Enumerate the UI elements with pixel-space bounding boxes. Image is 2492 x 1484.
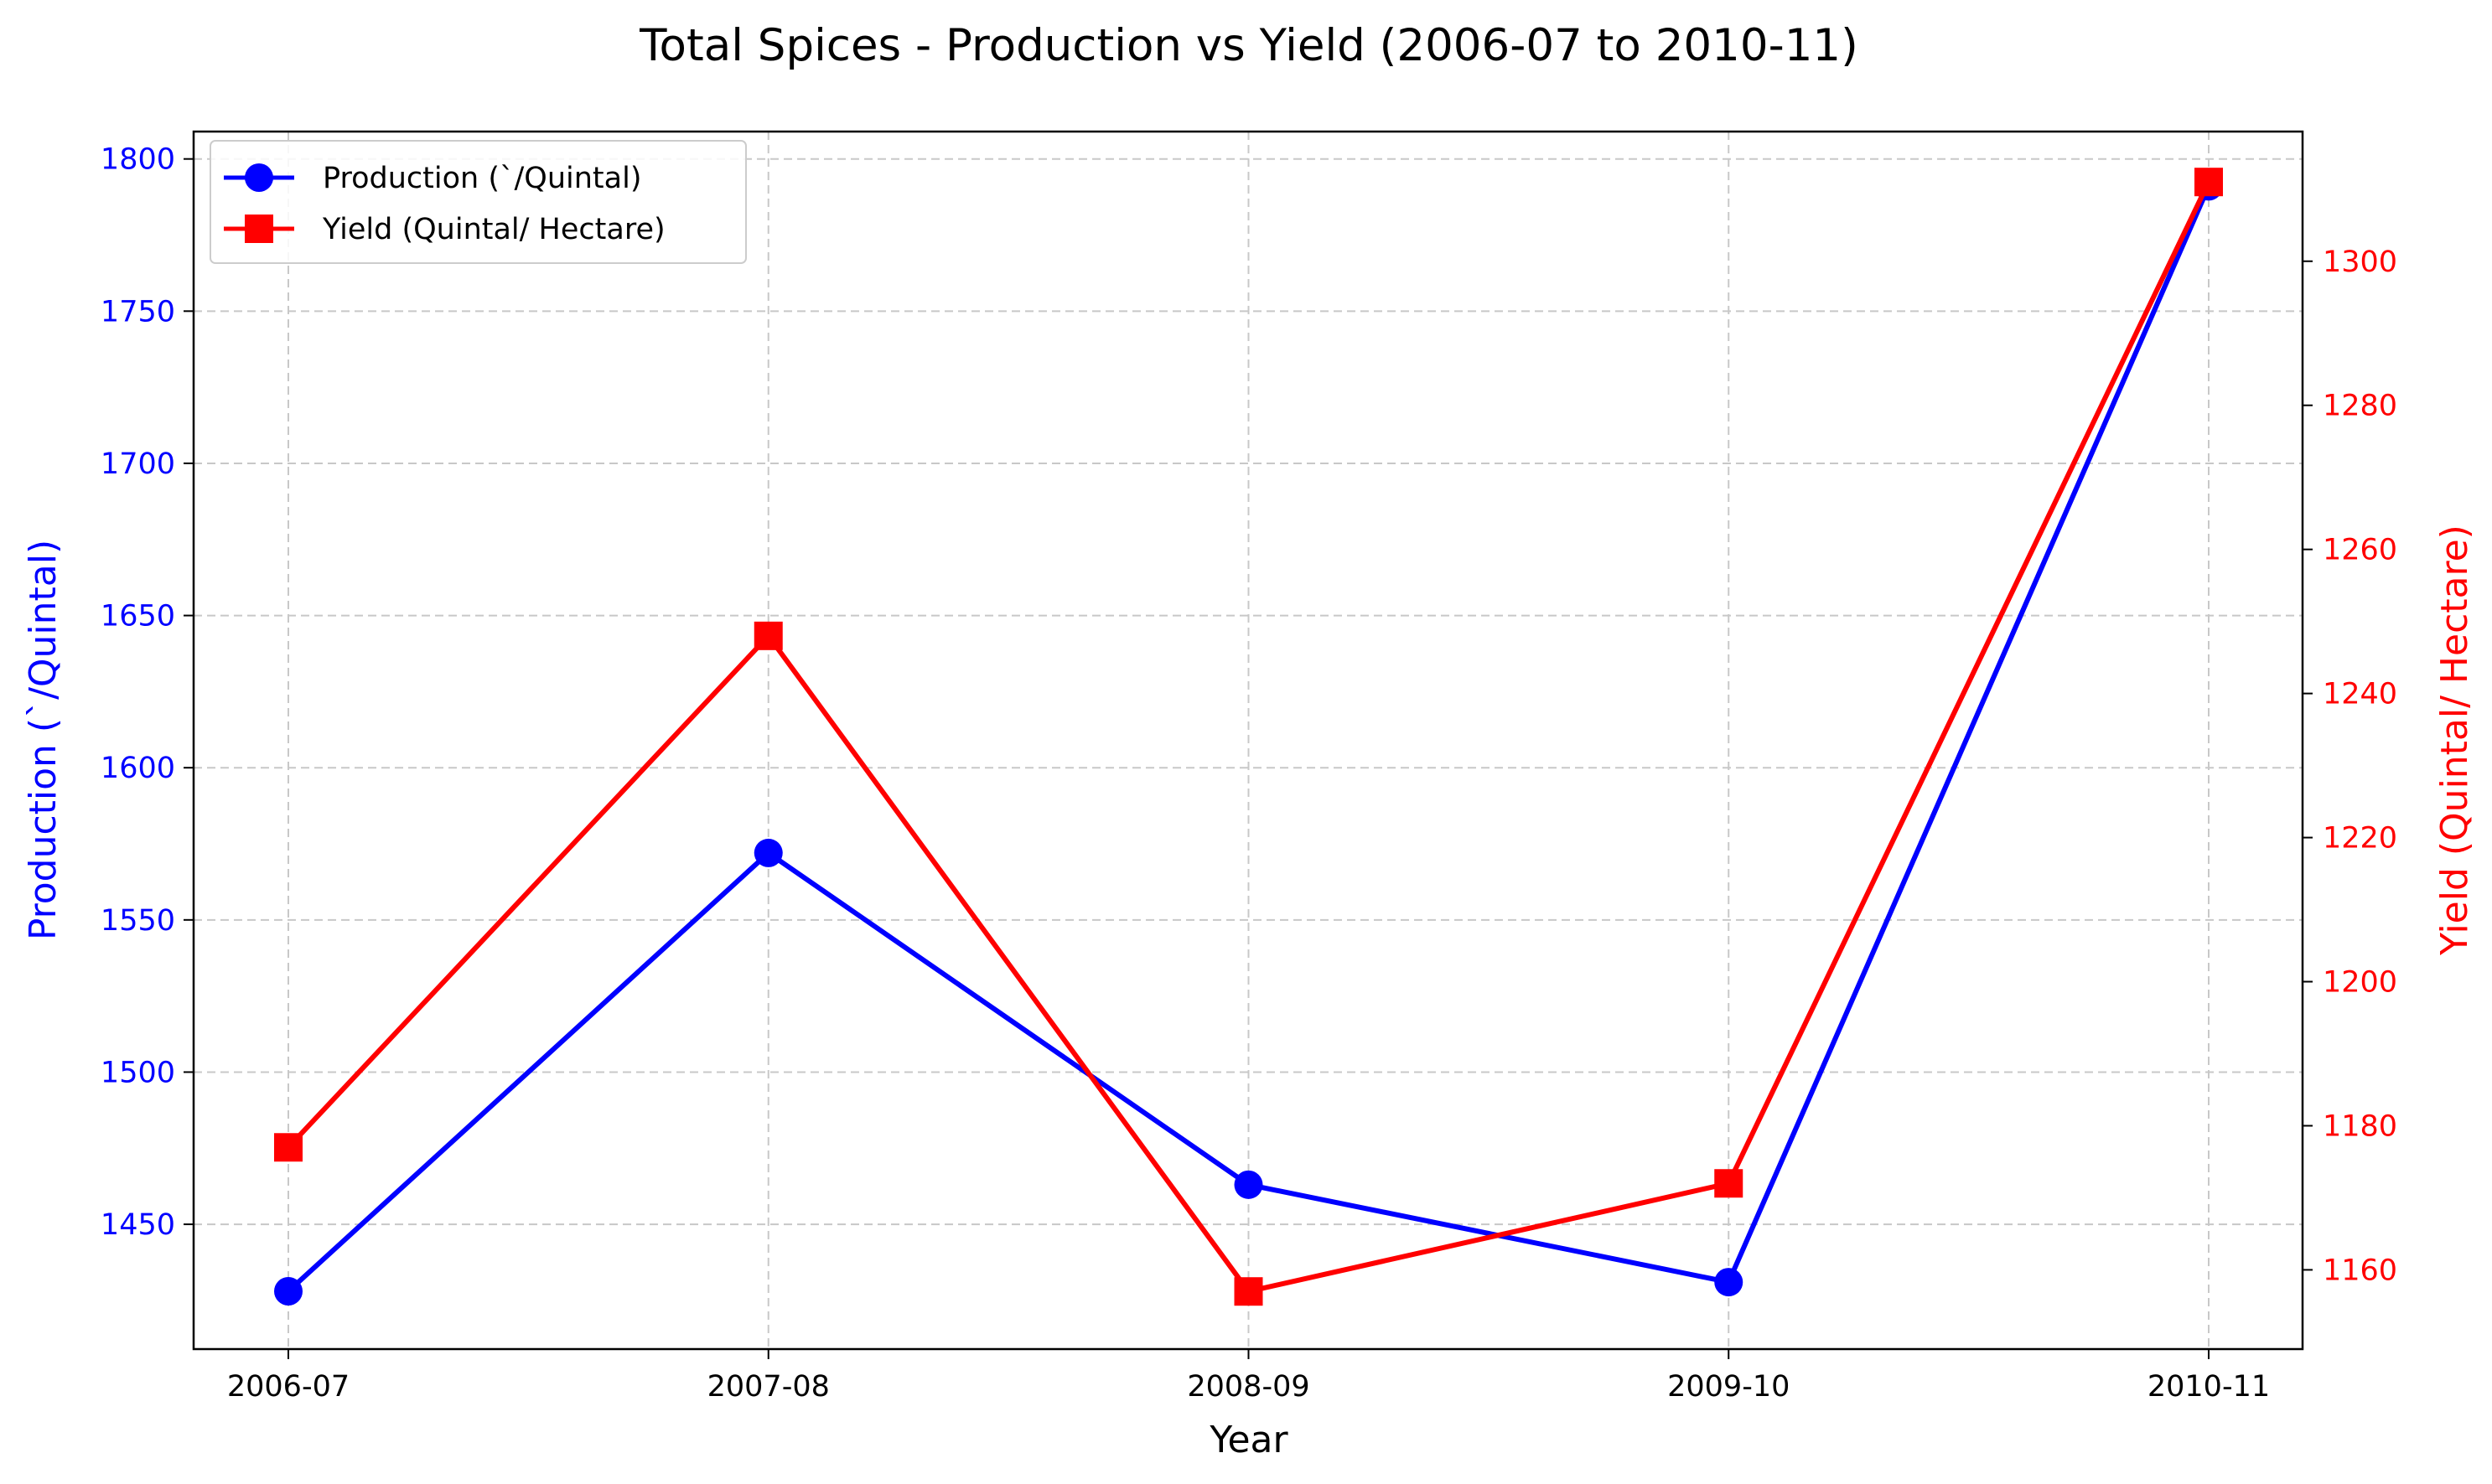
x-tick-label: 2006-07 [227,1370,350,1404]
legend-box [210,140,747,264]
data-point-yield [2194,168,2223,197]
x-tick-label: 2010-11 [2147,1370,2270,1404]
y-right-axis-label: Yield (Quintal/ Hectare) [2433,525,2476,956]
legend-marker-yield [245,215,273,243]
y-left-tick-label: 1700 [101,447,175,481]
y-left-tick-label: 1550 [101,904,175,938]
data-point-production [1714,1268,1743,1297]
y-right-tick-label: 1300 [2323,246,2397,279]
data-point-production [754,838,783,867]
legend-label-yield: Yield (Quintal/ Hectare) [322,213,666,246]
x-tick-label: 2008-09 [1187,1370,1309,1404]
legend-marker-production [245,163,273,192]
x-tick-label: 2009-10 [1667,1370,1790,1404]
y-left-tick-label: 1600 [101,752,175,785]
y-right-tick-label: 1260 [2323,534,2397,567]
y-right-axis: 1160 1180 1200 1220 1240 1260 1280 1300 [2303,246,2397,1287]
y-left-tick-label: 1500 [101,1056,175,1089]
y-left-tick-label: 1750 [101,295,175,328]
y-left-tick-label: 1450 [101,1208,175,1242]
y-right-tick-label: 1160 [2323,1254,2397,1287]
y-right-tick-label: 1200 [2323,966,2397,1000]
data-point-yield [274,1133,303,1162]
grid [194,132,2303,1349]
y-left-tick-label: 1800 [101,143,175,177]
legend-label-production: Production (`/Quintal) [323,162,641,195]
data-point-production [1234,1170,1263,1199]
y-right-tick-label: 1240 [2323,678,2397,711]
series-layer [274,168,2223,1306]
y-right-tick-label: 1180 [2323,1109,2397,1143]
y-right-tick-label: 1280 [2323,390,2397,423]
chart-title: Total Spices - Production vs Yield (2006… [639,20,1858,71]
data-point-yield [754,621,783,650]
data-point-yield [1714,1169,1743,1198]
x-axis: 2006-07 2007-08 2008-09 2009-10 2010-11 [227,1349,2270,1404]
x-axis-label: Year [1209,1419,1288,1461]
x-tick-label: 2007-08 [707,1370,830,1404]
y-left-axis-label: Production (`/Quintal) [22,540,65,940]
y-left-axis: 1450 1500 1550 1600 1650 1700 1750 1800 [101,143,194,1242]
y-right-tick-label: 1220 [2323,822,2397,856]
y-left-tick-label: 1650 [101,600,175,633]
data-point-production [274,1276,303,1306]
legend: Production (`/Quintal) Yield (Quintal/ H… [210,140,747,264]
data-point-yield [1234,1277,1263,1306]
